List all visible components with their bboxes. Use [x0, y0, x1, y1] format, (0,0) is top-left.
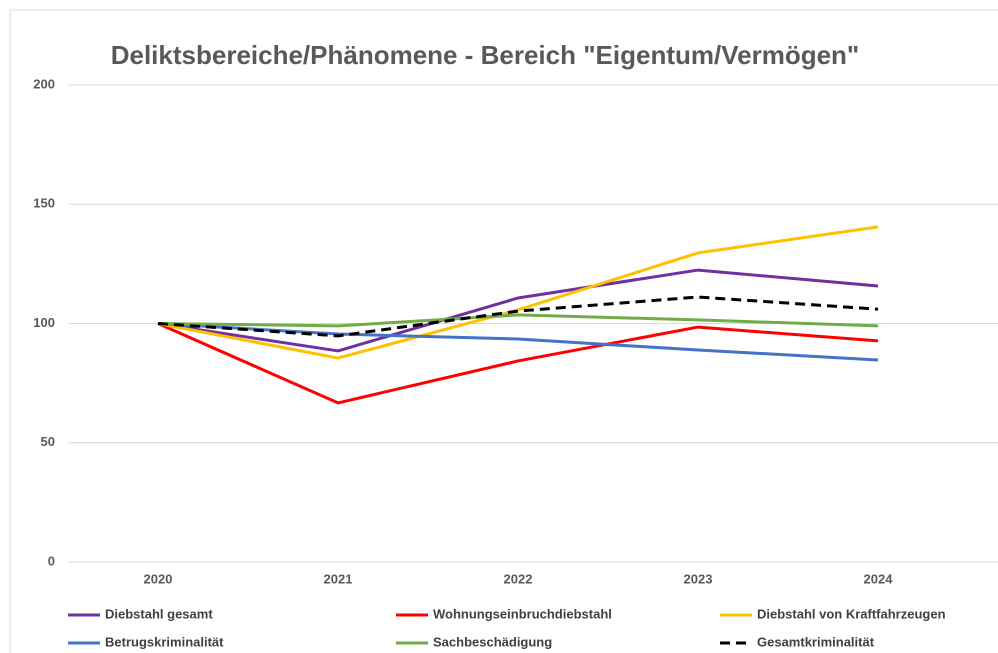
legend-label: Betrugskriminalität	[105, 634, 224, 649]
chart-title: Deliktsbereiche/Phänomene - Bereich "Eig…	[111, 40, 860, 70]
y-tick-label: 200	[33, 76, 55, 91]
series-line	[157, 295, 879, 338]
y-tick-label: 0	[48, 553, 55, 568]
x-tick-label: 2024	[864, 571, 894, 586]
y-tick-label: 50	[41, 434, 55, 449]
y-tick-label: 150	[33, 196, 55, 211]
chart-border	[9, 9, 998, 653]
y-tick-label: 100	[33, 315, 55, 330]
series-line	[157, 322, 879, 405]
x-tick-label: 2022	[504, 571, 533, 586]
x-tick-label: 2020	[144, 571, 173, 586]
legend-label: Diebstahl von Kraftfahrzeugen	[757, 606, 946, 621]
series-line	[157, 268, 879, 353]
x-tick-label: 2023	[684, 571, 713, 586]
legend-label: Diebstahl gesamt	[105, 606, 213, 621]
legend-label: Gesamtkriminalität	[757, 634, 875, 649]
legend-label: Wohnungseinbruchdiebstahl	[433, 606, 612, 621]
series-line	[157, 313, 879, 328]
x-tick-label: 2021	[324, 571, 353, 586]
legend-label: Sachbeschädigung	[433, 634, 552, 649]
series-line	[157, 225, 879, 360]
